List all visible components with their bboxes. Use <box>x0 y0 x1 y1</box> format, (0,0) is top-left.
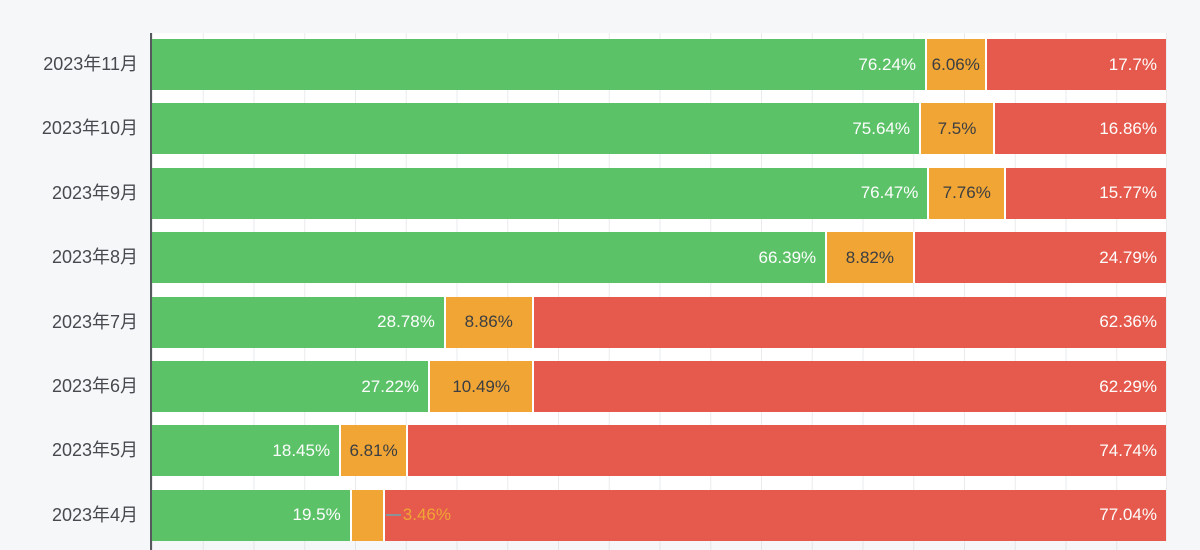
y-axis-label: 2023年8月 <box>51 247 138 268</box>
bar-segment-green: 18.45% <box>152 425 340 477</box>
bar-segment-green: 76.24% <box>152 39 926 90</box>
bar-segment-red: 62.36% <box>533 296 1166 348</box>
bar-segment-orange: 8.86% <box>443 296 534 348</box>
bar-segment-orange: 6.81% <box>339 425 409 477</box>
bar-segment-green: 19.5% <box>152 489 350 541</box>
segment-value-label: 7.76% <box>942 183 991 203</box>
segment-value-label: 7.5% <box>937 118 977 138</box>
segment-value-label: 16.86% <box>1099 118 1157 138</box>
segment-value-label: 8.82% <box>845 247 894 267</box>
segment-value-label: 77.04% <box>1099 505 1157 525</box>
callout-label-orange: 3.46% <box>385 505 451 525</box>
segment-value-label: 15.77% <box>1099 183 1157 203</box>
y-axis-label: 2023年4月 <box>51 504 138 525</box>
segment-value-label: 8.86% <box>464 312 513 332</box>
segment-value-label: 66.39% <box>758 247 817 267</box>
segment-value-label: 75.64% <box>852 118 910 138</box>
segment-value-label: 6.06% <box>931 54 980 74</box>
bar-row: 75.64% 7.5% 16.86% <box>152 103 1166 155</box>
bar-row: 27.22% 10.49% 62.29% <box>152 361 1166 412</box>
y-axis-label: 2023年5月 <box>51 440 138 461</box>
bar-row: 76.24% 6.06% 17.7% <box>152 39 1166 90</box>
bar-segment-orange: 6.06% <box>925 39 987 90</box>
segment-value-label: 19.5% <box>292 505 341 525</box>
y-axis-label: 2023年6月 <box>51 376 138 396</box>
bar-segment-orange: 7.5% <box>918 103 996 155</box>
segment-value-label: 28.78% <box>377 312 435 332</box>
bar-segment-green: 28.78% <box>152 296 444 348</box>
segment-value-label: 76.24% <box>858 54 917 74</box>
bar-row: 18.45% 6.81% 74.74% <box>152 425 1166 477</box>
segment-value-label: 17.7% <box>1108 54 1157 74</box>
y-axis-label: 2023年11月 <box>43 54 138 74</box>
bar-segment-red: 3.46% 77.04% <box>384 489 1166 541</box>
bar-segment-red: 24.79% <box>914 232 1166 284</box>
bar-segment-orange: 8.82% <box>825 232 915 284</box>
x-axis-ticks <box>152 541 1167 550</box>
bar-segment-orange <box>349 489 385 541</box>
bar-segment-orange: 7.76% <box>927 167 1007 219</box>
y-axis-label: 2023年7月 <box>51 311 138 332</box>
bar-segment-orange: 10.49% <box>428 361 535 412</box>
bar-segment-red: 74.74% <box>408 425 1166 477</box>
segment-value-label: 6.81% <box>349 440 398 460</box>
bar-segment-red: 15.77% <box>1006 167 1166 219</box>
leader-line <box>385 514 401 517</box>
bar-segment-green: 76.47% <box>152 167 928 219</box>
bar-segment-green: 66.39% <box>152 232 826 284</box>
segment-value-label: 76.47% <box>860 183 919 203</box>
bar-segment-red: 62.29% <box>534 361 1166 412</box>
segment-value-label: 74.74% <box>1099 440 1157 460</box>
y-axis-label: 2023年9月 <box>51 182 138 203</box>
segment-value-label: 3.46% <box>402 505 451 525</box>
segment-value-label: 18.45% <box>272 440 331 460</box>
bar-segment-red: 16.86% <box>995 103 1166 155</box>
bar-segment-green: 27.22% <box>152 361 428 412</box>
segment-value-label: 62.29% <box>1099 376 1157 396</box>
segment-value-label: 62.36% <box>1099 312 1157 332</box>
segment-value-label: 24.79% <box>1099 247 1157 267</box>
bar-row: 19.5% 3.46% 77.04% <box>152 489 1166 541</box>
bar-segment-green: 75.64% <box>152 103 919 155</box>
bar-row: 66.39% 8.82% 24.79% <box>152 232 1166 284</box>
segment-value-label: 27.22% <box>361 376 419 396</box>
bar-segment-red: 17.7% <box>986 39 1166 90</box>
plot-area: 76.24% 6.06% 17.7% 75.64% 7.5% 16.86% 76… <box>152 33 1167 541</box>
segment-value-label: 10.49% <box>452 376 511 396</box>
y-axis-label: 2023年10月 <box>41 118 138 139</box>
bar-row: 28.78% 8.86% 62.36% <box>152 296 1166 348</box>
bar-row: 76.47% 7.76% 15.77% <box>152 167 1166 219</box>
y-axis-line <box>150 33 152 550</box>
